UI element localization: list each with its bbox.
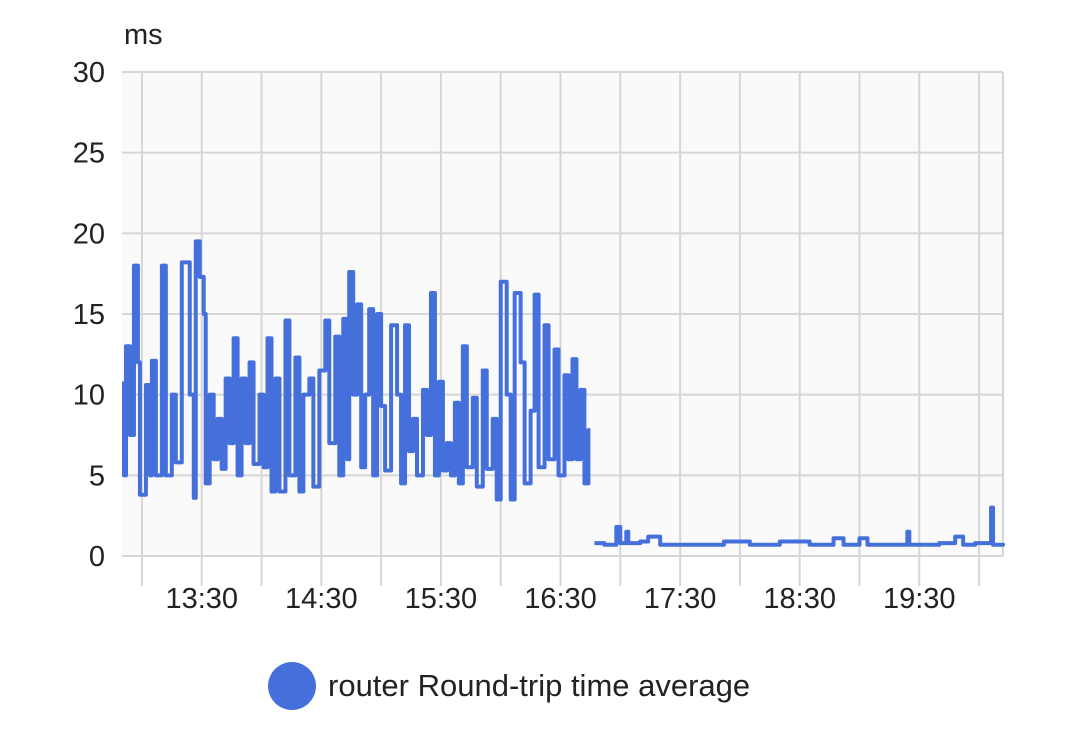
y-axis-ticks: 0 5 10 15 20 25 30 — [73, 57, 105, 573]
y-axis-unit-label: ms — [124, 19, 163, 51]
y-tick-label: 30 — [73, 57, 105, 89]
x-tick-label: 18:30 — [763, 583, 836, 615]
x-tick-label: 17:30 — [644, 583, 717, 615]
y-tick-label: 25 — [73, 138, 105, 170]
grid — [122, 71, 1004, 586]
y-tick-label: 15 — [73, 299, 105, 331]
legend-color-swatch — [268, 662, 316, 710]
y-tick-label: 20 — [73, 218, 105, 250]
y-tick-label: 5 — [89, 460, 105, 492]
legend-label: router Round-trip time average — [328, 668, 751, 703]
x-tick-label: 14:30 — [285, 583, 358, 615]
y-tick-label: 0 — [89, 541, 105, 573]
x-axis-ticks: 13:30 14:30 15:30 16:30 17:30 18:30 19:30 — [165, 583, 955, 615]
x-tick-label: 15:30 — [405, 583, 478, 615]
series-line — [594, 505, 1005, 547]
chart: ms 0 5 10 15 20 25 30 13:30 14:30 15:30 16:30 17:3… — [73, 19, 1005, 615]
x-tick-label: 13:30 — [165, 583, 238, 615]
legend[interactable]: router Round-trip time average — [268, 662, 750, 710]
series-lines — [121, 239, 1005, 547]
series-line — [121, 239, 591, 502]
y-tick-label: 10 — [73, 380, 105, 412]
x-tick-label: 19:30 — [883, 583, 956, 615]
x-tick-label: 16:30 — [524, 583, 597, 615]
